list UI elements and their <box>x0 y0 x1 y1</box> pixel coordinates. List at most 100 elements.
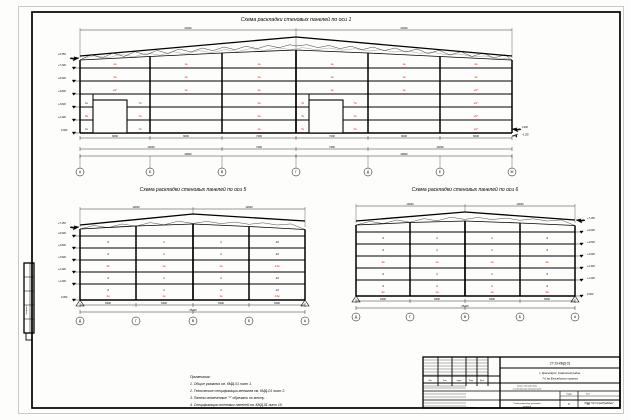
svg-text:Подп: Подп <box>469 380 473 382</box>
svg-text:7400: 7400 <box>256 145 262 149</box>
svg-text:25200: 25200 <box>461 304 469 308</box>
svg-text:2в*: 2в* <box>473 101 479 105</box>
svg-text:панелей: панелей <box>523 405 532 408</box>
svg-text:7в: 7в <box>353 114 357 118</box>
svg-text:Стадия: Стадия <box>566 394 572 396</box>
svg-text:6300: 6300 <box>274 301 280 305</box>
svg-text:7в: 7в <box>301 101 305 105</box>
svg-text:+6.000: +6.000 <box>58 77 66 80</box>
svg-text:1. Общие указания см. КМД-01 л: 1. Общие указания см. КМД-01 лист 1. <box>190 382 252 386</box>
svg-text:+6.000: +6.000 <box>58 232 66 235</box>
svg-text:1в: 1в <box>219 264 223 268</box>
svg-text:7в: 7в <box>353 101 357 105</box>
svg-text:+4.800: +4.800 <box>58 244 66 247</box>
svg-text:Г: Г <box>409 315 411 319</box>
svg-text:1в: 1в <box>257 75 261 79</box>
svg-text:-0.150: -0.150 <box>522 135 529 137</box>
svg-text:Дата: Дата <box>480 380 484 382</box>
svg-text:+1.200: +1.200 <box>587 277 595 280</box>
svg-text:1в: 1в <box>490 260 494 264</box>
svg-text:Комплект: Комплект <box>467 407 476 409</box>
svg-text:12600: 12600 <box>516 202 524 206</box>
svg-text:+7.150: +7.150 <box>58 222 66 225</box>
svg-text:12000: 12000 <box>147 145 155 149</box>
svg-text:7400: 7400 <box>256 134 262 138</box>
svg-text:+3.600: +3.600 <box>58 256 66 259</box>
svg-text:1в: 1в <box>330 62 334 66</box>
svg-text:7в: 7в <box>138 101 142 105</box>
svg-text:27-19-КМД-01: 27-19-КМД-01 <box>549 362 571 366</box>
svg-text:+4.800: +4.800 <box>58 90 66 93</box>
svg-text:6в: 6в <box>85 101 89 105</box>
svg-text:2в*: 2в* <box>112 88 118 92</box>
svg-text:7в: 7в <box>353 127 357 131</box>
svg-text:1в: 1в <box>184 75 188 79</box>
svg-text:13: 13 <box>275 240 279 244</box>
svg-text:7в: 7в <box>301 114 305 118</box>
svg-text:+8.350: +8.350 <box>58 53 66 56</box>
svg-text:2в*: 2в* <box>473 114 479 118</box>
svg-text:1в: 1в <box>402 62 406 66</box>
svg-text:Г: Г <box>295 170 297 174</box>
svg-text:1в: 1в <box>257 88 261 92</box>
svg-text:г. Красноярск, Советский район: г. Красноярск, Советский район, <box>539 371 581 375</box>
svg-text:+6.000: +6.000 <box>587 229 595 232</box>
svg-text:Схема раскладки стеновых панел: Схема раскладки стеновых панелей по оси … <box>140 186 247 193</box>
svg-text:Копировал: Копировал <box>26 306 28 314</box>
svg-text:2в: 2в <box>112 62 117 66</box>
svg-text:Г: Г <box>135 319 137 323</box>
svg-text:7в: 7в <box>138 127 142 131</box>
svg-text:7-й км Енисейского тракта: 7-й км Енисейского тракта <box>542 377 578 381</box>
svg-text:+7.200: +7.200 <box>58 64 66 67</box>
svg-text:6300: 6300 <box>489 297 495 301</box>
svg-text:6000: 6000 <box>112 134 118 138</box>
svg-text:1в: 1в <box>402 75 406 79</box>
svg-text:6300: 6300 <box>544 297 550 301</box>
svg-text:+2.400: +2.400 <box>587 265 595 268</box>
svg-text:3в: 3в <box>381 260 385 264</box>
svg-text:21600: 21600 <box>184 26 192 30</box>
svg-text:1в: 1в <box>257 127 261 131</box>
svg-text:13в: 13в <box>275 294 280 298</box>
svg-text:+2.400: +2.400 <box>58 116 66 119</box>
svg-text:1в: 1в <box>257 62 261 66</box>
svg-text:с инженерным обеспечением: с инженерным обеспечением <box>513 389 542 391</box>
svg-text:+2.400: +2.400 <box>58 268 66 271</box>
svg-text:3в: 3в <box>545 290 549 294</box>
svg-text:1в: 1в <box>257 114 261 118</box>
svg-text:12600: 12600 <box>132 205 140 209</box>
svg-text:2в*: 2в* <box>473 88 479 92</box>
svg-text:1в: 1в <box>490 290 494 294</box>
svg-text:12000: 12000 <box>436 145 444 149</box>
svg-text:1в: 1в <box>184 88 188 92</box>
svg-text:1в: 1в <box>162 294 166 298</box>
svg-text:+4.800: +4.800 <box>587 241 595 244</box>
svg-text:Схема раскладки стеновых панел: Схема раскладки стеновых панелей по оси … <box>412 186 519 193</box>
svg-text:1в: 1в <box>402 88 406 92</box>
svg-text:1в: 1в <box>435 260 439 264</box>
svg-text:13в: 13в <box>275 264 280 268</box>
svg-text:3в: 3в <box>545 260 549 264</box>
svg-text:1в: 1в <box>330 88 334 92</box>
svg-text:6300: 6300 <box>105 301 111 305</box>
svg-text:6000: 6000 <box>401 134 407 138</box>
svg-text:12600: 12600 <box>406 202 414 206</box>
svg-text:1в: 1в <box>184 62 188 66</box>
svg-text:Схема раскладки стеновых: Схема раскладки стеновых <box>513 402 541 405</box>
svg-text:6300: 6300 <box>434 297 440 301</box>
svg-text:21600: 21600 <box>400 26 408 30</box>
svg-text:13: 13 <box>275 288 279 292</box>
svg-text:0.000: 0.000 <box>61 296 68 299</box>
svg-text:6000: 6000 <box>473 134 479 138</box>
svg-text:1в: 1в <box>435 290 439 294</box>
svg-text:6300: 6300 <box>218 301 224 305</box>
svg-text:33800: 33800 <box>184 152 192 156</box>
svg-text:Склад готовой базы: Склад готовой базы <box>517 384 538 387</box>
svg-text:0.000: 0.000 <box>587 293 594 296</box>
svg-text:7400: 7400 <box>329 145 335 149</box>
svg-text:3в: 3в <box>106 264 110 268</box>
svg-text:1в: 1в <box>257 101 261 105</box>
svg-text:2в: 2в <box>473 75 478 79</box>
svg-text:ООО "СК СтройГрадИнж": ООО "СК СтройГрадИнж" <box>584 402 613 405</box>
svg-text:Лист: Лист <box>443 380 447 382</box>
